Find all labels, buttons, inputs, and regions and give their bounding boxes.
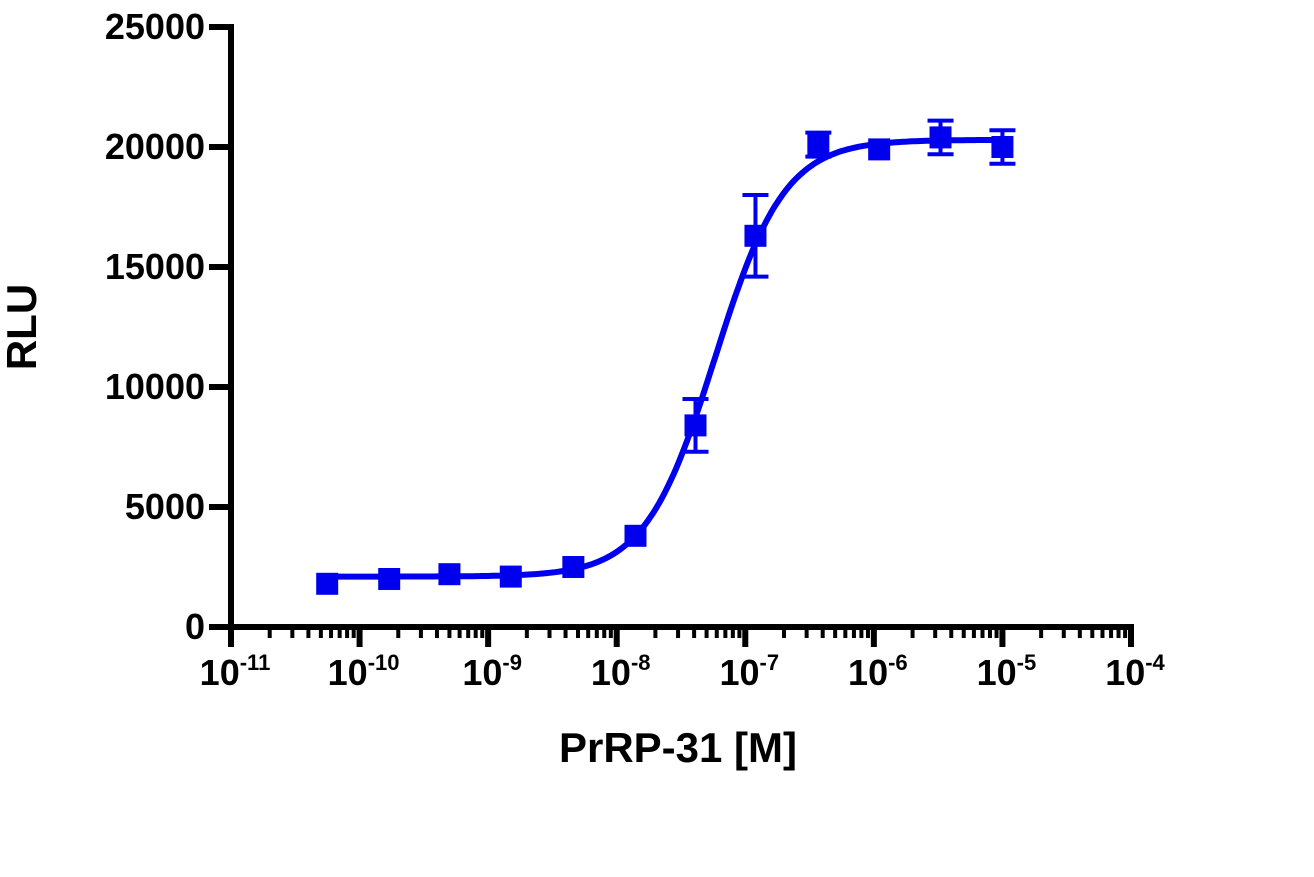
x-tick-base: 10: [848, 652, 888, 693]
fit-curve: [327, 136, 1003, 580]
y-tick-label: 0: [185, 606, 205, 647]
y-tick-label: 5000: [125, 486, 205, 527]
x-tick-exponent: -4: [1145, 650, 1165, 675]
data-point: [807, 133, 830, 156]
data-point: [562, 556, 585, 578]
x-tick-exponent: -10: [368, 650, 400, 675]
data-point: [378, 568, 401, 590]
x-tick-exponent: -9: [502, 650, 522, 675]
x-tick-label: 10-8: [591, 650, 651, 693]
data-point: [499, 565, 522, 588]
x-axis: 10-11 10-10 10-9 10-8 10-7 10-6 10-5 10-4: [200, 624, 1166, 693]
x-tick-base: 10: [462, 652, 502, 693]
x-tick-base: 10: [977, 652, 1017, 693]
data-point: [684, 414, 707, 437]
y-axis: 0 5000 10000 15000 20000 25000: [105, 6, 234, 647]
x-tick-exponent: -5: [1017, 650, 1037, 675]
x-tick-label: 10-11: [200, 650, 271, 693]
data-point: [438, 563, 461, 586]
data-point: [929, 126, 952, 149]
x-tick-label: 10-9: [462, 650, 522, 693]
x-axis-title: PrRP-31 [M]: [559, 724, 797, 771]
data-point: [868, 138, 891, 161]
x-tick-base: 10: [1105, 652, 1145, 693]
data-point: [624, 524, 647, 547]
y-tick-label: 25000: [105, 6, 205, 47]
y-tick-label: 15000: [105, 246, 205, 287]
x-tick-exponent: -11: [240, 650, 271, 675]
data-points: [316, 118, 1016, 595]
fit-curve-group: [327, 136, 1003, 580]
x-tick-base: 10: [719, 652, 759, 693]
x-tick-exponent: -6: [888, 650, 908, 675]
data-point: [316, 572, 339, 595]
x-tick-base: 10: [591, 652, 631, 693]
x-tick-label: 10-5: [977, 650, 1037, 693]
x-tick-exponent: -8: [631, 650, 651, 675]
y-axis-title: RLU: [0, 284, 45, 370]
data-point: [744, 224, 767, 247]
x-tick-exponent: -7: [760, 650, 780, 675]
y-tick-label: 10000: [105, 366, 205, 407]
x-tick-label: 10-10: [328, 650, 400, 693]
x-tick-label: 10-4: [1105, 650, 1165, 693]
x-tick-base: 10: [328, 652, 368, 693]
x-tick-label: 10-6: [848, 650, 908, 693]
x-tick-base: 10: [200, 652, 240, 693]
y-tick-label: 20000: [105, 126, 205, 167]
data-point: [991, 136, 1014, 158]
x-tick-label: 10-7: [719, 650, 779, 693]
